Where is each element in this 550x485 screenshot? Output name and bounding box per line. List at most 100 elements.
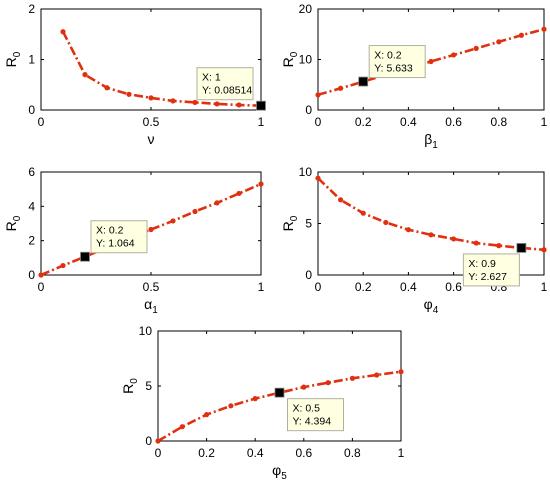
data-point — [148, 95, 154, 101]
datatip-marker[interactable] — [358, 76, 369, 87]
x-tick-label: 0.2 — [355, 115, 372, 129]
x-tick-label: 0.2 — [198, 446, 215, 460]
data-point — [236, 102, 242, 108]
datatip-box — [462, 253, 520, 287]
x-axis-label-main: α — [144, 296, 152, 312]
x-tick-label: 0.8 — [490, 115, 507, 129]
x-tick-label: 0.6 — [445, 115, 462, 129]
x-tick-label: 0.4 — [247, 446, 264, 460]
x-tick-label: 0.4 — [400, 280, 417, 294]
data-point — [60, 262, 66, 269]
data-point — [541, 26, 547, 32]
y-tick-label: 6 — [28, 165, 35, 179]
data-point — [383, 219, 389, 226]
x-tick-label: 1 — [541, 115, 548, 129]
data-point — [214, 101, 220, 107]
datatip-x-label: X: 0.9 — [468, 258, 496, 270]
data-point — [126, 91, 132, 97]
y-axis-label-sub: 0 — [12, 215, 23, 221]
datatip[interactable]: X: 0.2Y: 1.064 — [80, 220, 148, 262]
y-axis-label-main: R — [3, 221, 19, 231]
y-tick-label: 0 — [28, 268, 35, 282]
x-axis-label-sub: 4 — [433, 305, 439, 316]
series-line — [317, 177, 545, 252]
data-point — [451, 52, 457, 58]
series-line — [317, 27, 545, 97]
y-axis-label: R0 — [120, 378, 140, 394]
x-axis-label-sub: 5 — [281, 471, 287, 482]
data-point — [473, 45, 479, 51]
x-tick-label: 1 — [541, 280, 548, 294]
data-point — [228, 403, 234, 409]
y-axis-label: R0 — [3, 51, 23, 67]
data-point — [148, 226, 154, 233]
x-tick-label: 0.5 — [143, 280, 160, 294]
x-tick-label: 1 — [258, 115, 265, 129]
datatip-x-label: X: 0.2 — [374, 50, 402, 62]
datatip-y-label: Y: 1.064 — [96, 238, 135, 250]
x-tick-label: 1 — [258, 280, 265, 294]
datatip[interactable]: X: 1Y: 0.08514 — [196, 67, 266, 111]
x-tick-label: 0.5 — [143, 115, 160, 129]
y-tick-label: 4 — [28, 199, 35, 213]
data-point — [428, 58, 434, 65]
y-axis-label-sub: 0 — [289, 51, 300, 57]
datatip[interactable]: X: 0.5Y: 4.394 — [274, 387, 344, 432]
data-point — [204, 412, 210, 418]
data-point — [349, 375, 355, 381]
y-axis-label-sub: 0 — [129, 378, 140, 384]
y-axis-label: R0 — [280, 51, 300, 67]
x-axis-label-main: ν — [148, 131, 155, 147]
data-point — [214, 200, 220, 206]
y-tick-label: 10 — [299, 165, 313, 179]
y-tick-label: 20 — [299, 2, 313, 16]
x-tick-label: 0 — [315, 280, 322, 294]
y-axis-label-main: R — [280, 221, 296, 231]
y-axis-label-main: R — [280, 57, 296, 67]
datatip-box — [196, 67, 254, 101]
y-axis-label-sub: 0 — [289, 215, 300, 221]
datatip[interactable]: X: 0.9Y: 2.627 — [462, 243, 527, 287]
data-point — [398, 369, 404, 375]
y-tick-label: 0 — [305, 268, 312, 282]
data-point — [374, 372, 380, 378]
y-axis-label-sub: 0 — [12, 51, 23, 57]
x-tick-label: 0 — [38, 280, 45, 294]
y-axis-label: R0 — [3, 215, 23, 231]
data-point — [236, 190, 242, 197]
x-axis-label: α1 — [144, 296, 158, 316]
data-point — [496, 39, 502, 45]
datatip-marker[interactable] — [274, 387, 285, 398]
y-tick-label: 2 — [28, 2, 35, 16]
data-point — [179, 424, 185, 430]
data-point — [38, 272, 44, 278]
datatip-x-label: X: 1 — [202, 72, 221, 84]
x-tick-label: 0.2 — [355, 280, 372, 294]
datatip-marker[interactable] — [80, 251, 90, 262]
datatip-y-label: Y: 0.08514 — [202, 85, 252, 97]
datatip-marker[interactable] — [256, 100, 266, 111]
y-tick-label: 5 — [305, 217, 312, 231]
y-tick-label: 2 — [28, 234, 35, 248]
y-tick-label: 1 — [28, 53, 35, 67]
data-point — [60, 29, 66, 35]
x-axis-label-main: β — [424, 131, 432, 147]
x-tick-label: 0 — [315, 115, 322, 129]
datatip[interactable]: X: 0.2Y: 5.633 — [358, 45, 426, 87]
datatip-marker[interactable] — [516, 243, 527, 253]
y-tick-label: 5 — [145, 379, 152, 393]
x-axis-label-sub: 1 — [432, 140, 438, 151]
data-point — [155, 438, 161, 444]
data-point — [192, 208, 198, 215]
x-tick-label: 0.6 — [295, 446, 312, 460]
x-tick-label: 0.6 — [445, 280, 462, 294]
y-tick-label: 10 — [139, 324, 153, 338]
datatip-y-label: Y: 4.394 — [293, 416, 332, 428]
data-point — [360, 210, 366, 216]
x-tick-label: 0.8 — [344, 446, 361, 460]
data-point — [428, 232, 434, 238]
